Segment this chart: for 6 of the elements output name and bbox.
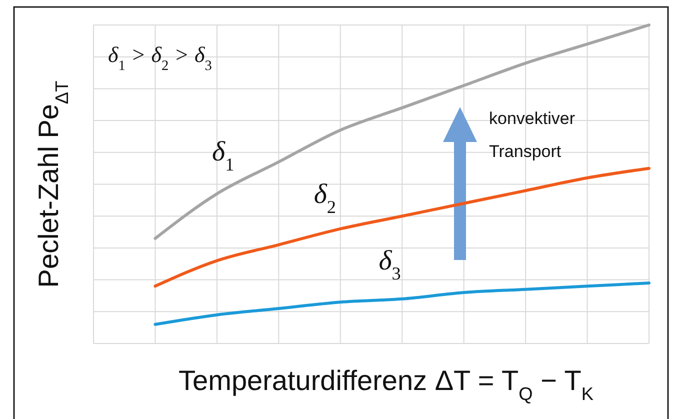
series-label: δ$_{3}$ [378,246,401,284]
series-label: δ$_{2}$ [314,178,336,217]
annotation: konvektiver Transport [489,109,576,161]
annotation: δ$_{1}$ > δ$_{2}$ > δ$_{3}$ [108,42,212,74]
series-label: δ$_{1}$ [212,136,234,175]
x-axis-title: Temperaturdifferenz ΔT = T$_{Q}$ − T$_{K}$ [178,365,594,404]
